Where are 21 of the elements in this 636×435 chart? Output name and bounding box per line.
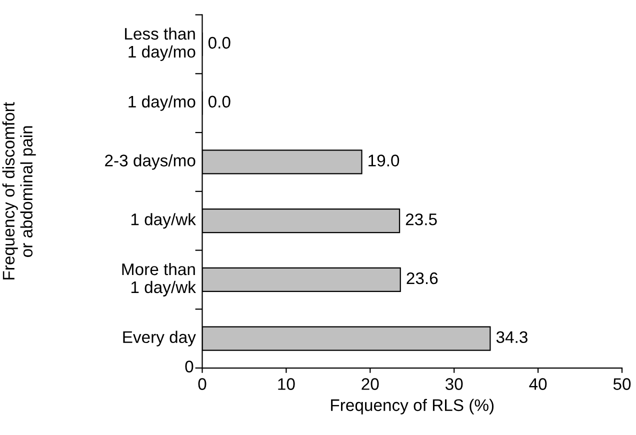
data-label: 34.3 bbox=[496, 331, 528, 344]
y-tick-label: 2-3 days/mo bbox=[105, 154, 196, 170]
x-tick-label: 40 bbox=[529, 378, 547, 390]
y-tick-label: 1 day/wk bbox=[131, 213, 196, 229]
y-tick-label: Every day bbox=[123, 330, 196, 346]
data-label: 0.0 bbox=[208, 96, 230, 108]
x-tick-label: 20 bbox=[362, 378, 379, 390]
data-label: 23.5 bbox=[406, 214, 437, 226]
data-label: 23.6 bbox=[406, 272, 438, 284]
x-tick-label: 30 bbox=[445, 378, 463, 390]
text: 0 bbox=[185, 360, 194, 372]
data-label: 19.0 bbox=[368, 154, 400, 166]
y-tick-label: 1 day/mo bbox=[128, 95, 196, 111]
x-tick-label: 0 bbox=[198, 378, 206, 390]
x-tick-label: 10 bbox=[278, 378, 295, 390]
x-axis-title: Frequency of RLS (%) bbox=[331, 398, 494, 414]
x-tick-label: 50 bbox=[613, 378, 631, 390]
y-tick-label: More than 1 day/wk bbox=[122, 262, 196, 296]
y-axis-title: Frequency of discomfort or abdominal pain bbox=[2, 102, 36, 280]
y-tick-label: Less than 1 day/mo bbox=[125, 27, 196, 61]
data-label: 0.0 bbox=[208, 36, 230, 49]
